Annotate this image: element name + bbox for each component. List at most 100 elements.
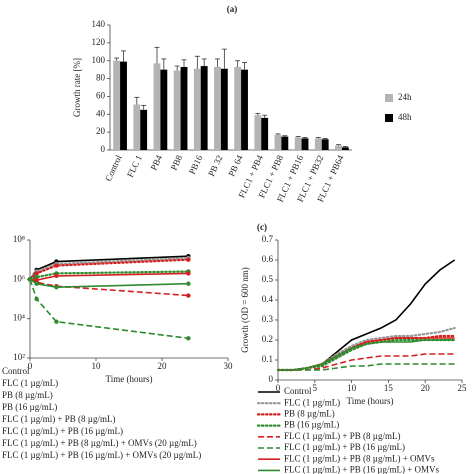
x-tick-label: FLC 1 (125, 153, 144, 178)
panel-label: (a) (227, 4, 238, 14)
legend-label: FLC (1 µg/mL) + PB (16 µg/mL) (2, 426, 123, 436)
series-line (278, 339, 455, 371)
bar (281, 136, 289, 150)
marker (186, 257, 191, 262)
y-tick-label: 0 (269, 374, 274, 384)
legend-label: Control (2, 366, 30, 376)
legend-label: 48h (398, 112, 412, 122)
legend-label: PB (16 µg/mL) (2, 402, 57, 412)
panel-label: (c) (257, 222, 267, 232)
y-tick-label: 0.2 (262, 334, 273, 344)
y-tick-label: 0.6 (262, 254, 274, 264)
y-tick-label: 0.5 (262, 274, 274, 284)
bar (214, 66, 221, 150)
x-tick-label: PB8 (169, 153, 185, 172)
series-line (29, 272, 189, 282)
legend-label: PB (8 µg/mL) (2, 390, 53, 400)
bar (234, 66, 242, 150)
bar (153, 63, 161, 151)
x-tick-label: 20 (421, 383, 431, 393)
bar (335, 145, 342, 150)
bar (133, 104, 141, 150)
y-tick-label: 0.1 (262, 354, 273, 364)
series-line (29, 279, 189, 340)
marker (54, 319, 59, 324)
marker (34, 296, 39, 302)
marker (34, 281, 39, 286)
series-line (278, 363, 455, 371)
legend-label: FLC (1 µg/mL) + PB (16 µg/mL) + OMVs (284, 464, 440, 474)
legend-swatch (385, 114, 393, 122)
bar (261, 117, 269, 150)
bar (241, 69, 248, 150)
legend-swatch (385, 94, 393, 102)
series-line (28, 258, 190, 281)
marker (54, 273, 59, 279)
bar (120, 61, 127, 150)
bar (180, 66, 188, 150)
x-tick-label: 0 (276, 383, 281, 393)
bar (321, 139, 329, 150)
y-tick-label: 0.7 (262, 234, 274, 244)
x-tick-label: Control (103, 153, 124, 183)
bar (200, 66, 208, 150)
y-tick-label: 10⁶ (13, 273, 25, 283)
legend-label: PB (8 µg/mL) (284, 408, 335, 418)
x-tick-label: 10 (347, 383, 357, 393)
y-axis-label: Growth rate [%] (72, 58, 82, 117)
bar (220, 68, 228, 150)
y-tick-label: 20 (96, 126, 106, 136)
x-tick-label: PB16 (187, 153, 205, 176)
legend-label: 24h (398, 92, 412, 102)
legend-label: PB (16 µg/mL) (284, 420, 339, 430)
marker (186, 293, 191, 298)
x-tick-label: PB 64 (226, 153, 245, 178)
series-line (276, 334, 456, 372)
legend-label: Control (284, 386, 312, 396)
legend-label: FLC (1 µg/mL) + PB (8 µg/mL) + OMVs (20 … (2, 438, 197, 448)
bar (301, 138, 309, 150)
x-tick-label: 5 (313, 383, 318, 393)
y-tick-label: 60 (96, 90, 106, 100)
y-tick-label: 140 (92, 19, 106, 29)
marker (34, 278, 39, 283)
x-tick-label: PB 32 (206, 153, 224, 177)
y-tick-label: 80 (96, 73, 106, 83)
x-tick-label: 30 (224, 361, 234, 371)
y-tick-label: 10² (13, 352, 25, 362)
marker (186, 271, 191, 276)
y-tick-label: 10⁸ (13, 234, 25, 244)
marker (54, 284, 59, 290)
marker (27, 277, 33, 282)
legend-label: FLC (1 µg/mL) + PB (16 µg/mL) + OMVs (20… (2, 450, 201, 460)
x-tick-label: 25 (458, 383, 468, 393)
x-tick-label: 20 (158, 361, 168, 371)
bar (274, 134, 282, 150)
y-tick-label: 40 (96, 108, 106, 118)
y-tick-label: 100 (92, 55, 106, 65)
marker (186, 281, 191, 286)
legend-label: FLC (1 µg/mL) + PB (8 µg/mL) + OMVs (284, 453, 435, 463)
bar (314, 138, 322, 150)
legend-label: FLC (1 µg/mL) (284, 397, 340, 407)
bar (294, 137, 302, 150)
legend-label: FLC (1 µg/ml) + PB (8 µg/mL) (2, 414, 115, 424)
x-tick-label: 0 (28, 361, 33, 371)
y-tick-label: 120 (92, 37, 106, 47)
marker (54, 263, 59, 268)
series-line (28, 270, 190, 281)
y-tick-label: 0 (101, 144, 106, 154)
legend-label: FLC (1 µg/mL) (2, 378, 58, 388)
series-line (278, 337, 455, 371)
bar (160, 69, 168, 150)
bar (193, 68, 201, 150)
x-axis-label: Time (hours) (347, 396, 394, 406)
y-axis-label: Growth (OD = 600 nm) (240, 267, 250, 353)
bar (341, 147, 349, 150)
legend-label: FLC (1 µg/mL) + PB (8 µg/mL) (284, 431, 400, 441)
bar (173, 70, 181, 150)
y-tick-label: 10⁴ (13, 313, 25, 323)
legend-label: FLC (1 µg/mL) + PB (16 µg/mL) (284, 442, 405, 452)
y-tick-label: 0.4 (262, 294, 274, 304)
bar (113, 60, 121, 150)
